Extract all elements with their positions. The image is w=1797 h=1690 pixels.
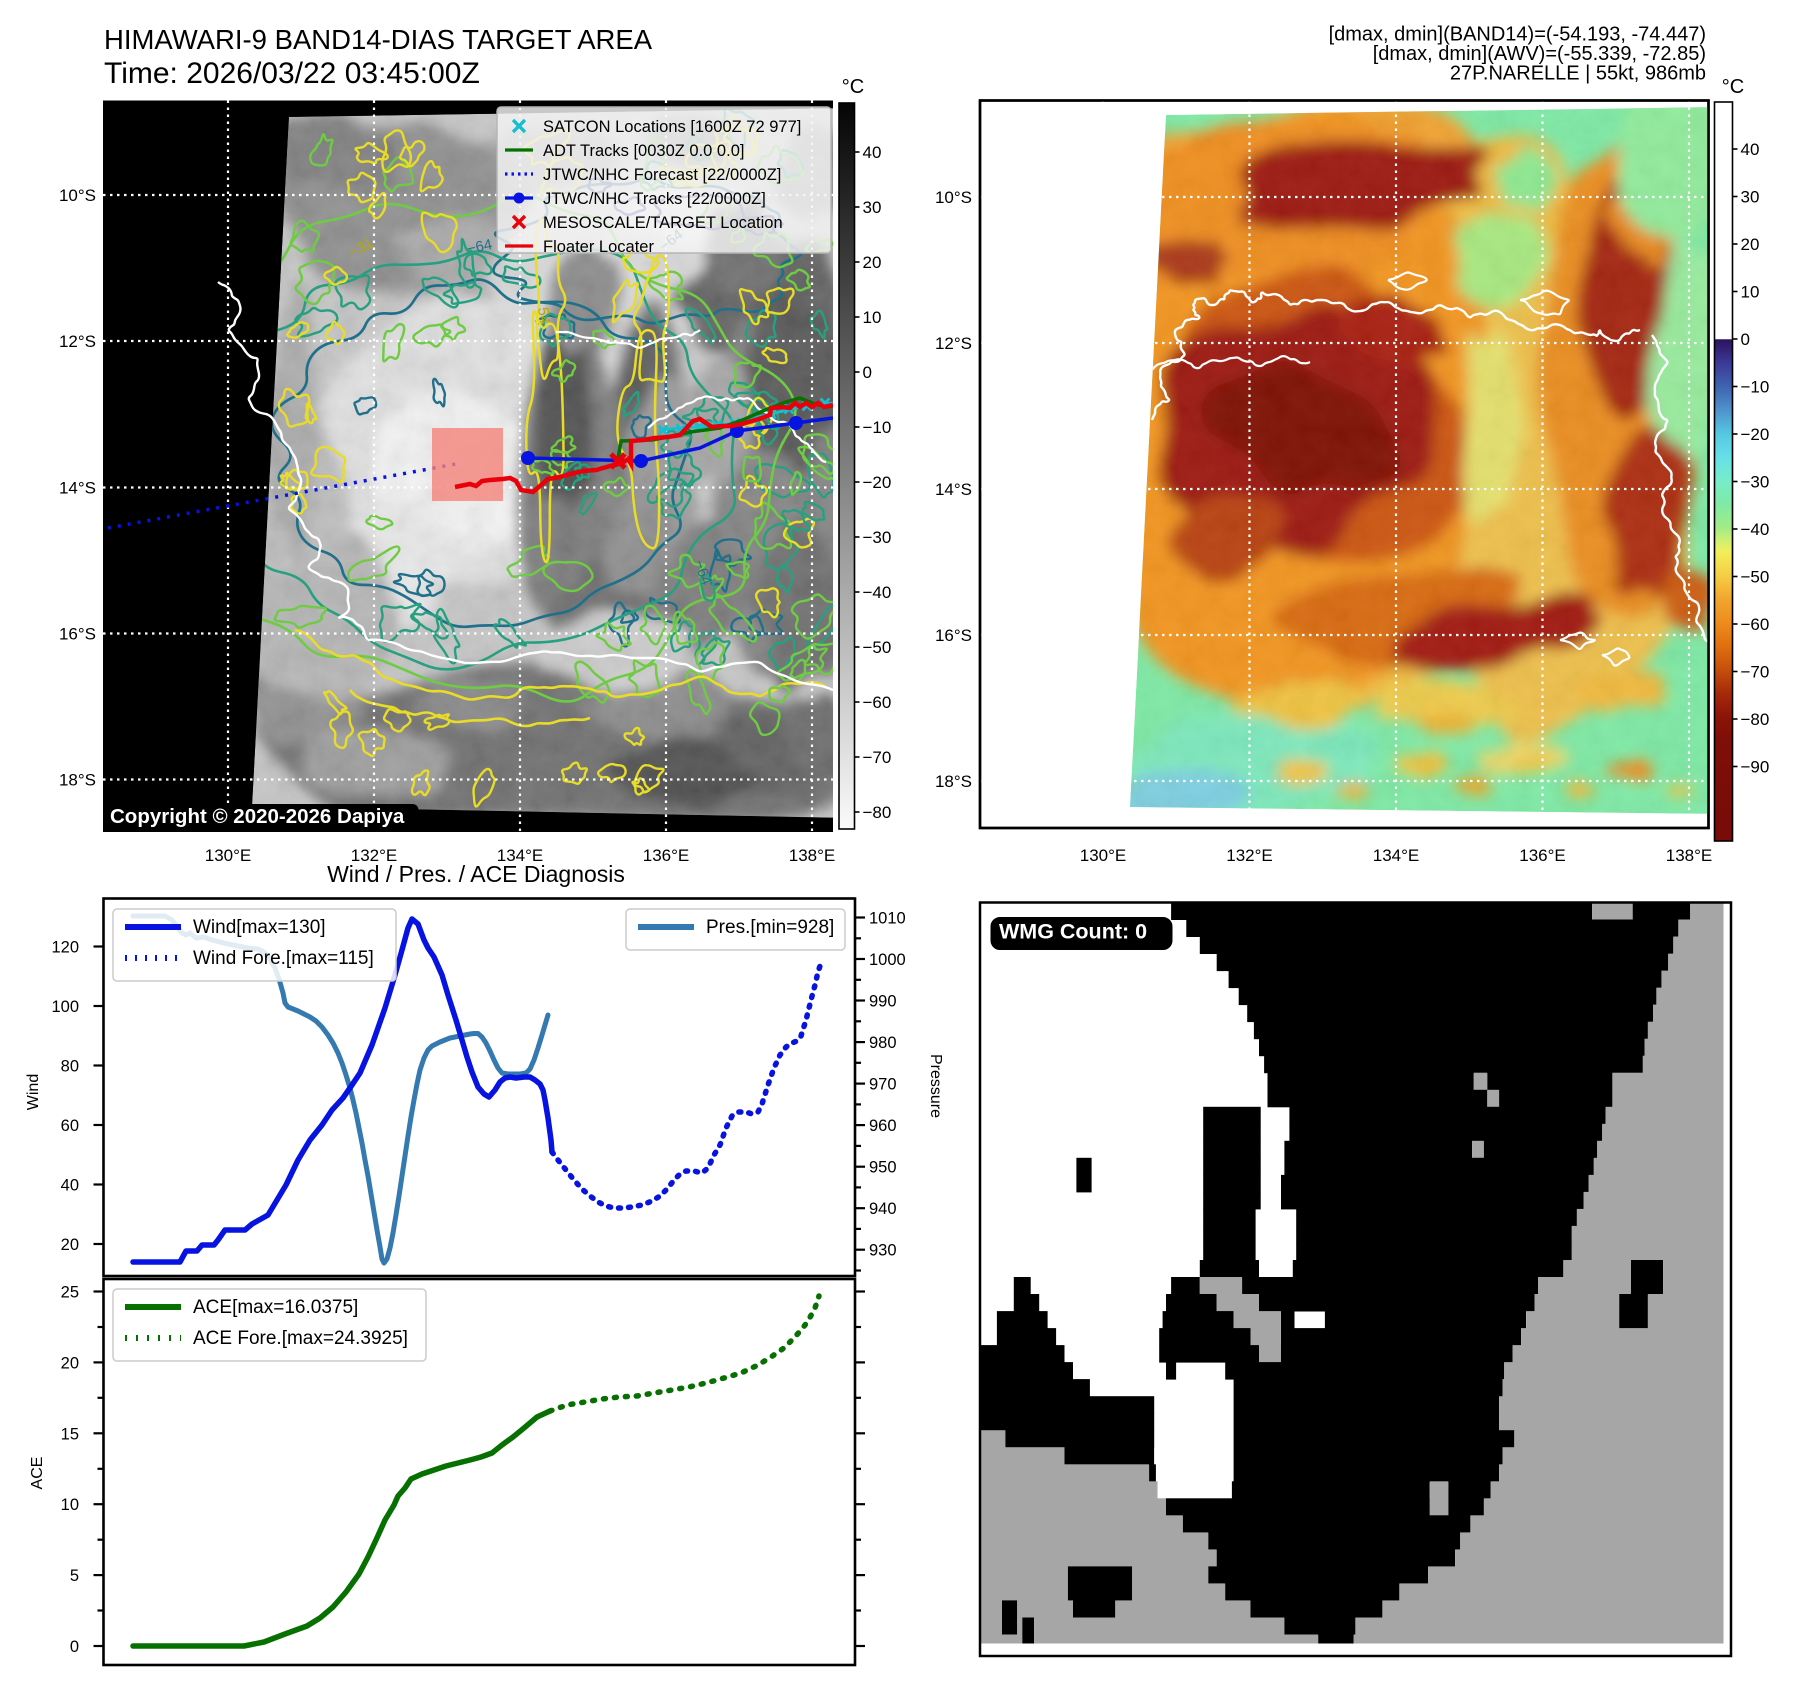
svg-text:WMG Count: 0: WMG Count: 0 xyxy=(999,920,1147,944)
svg-text:970: 970 xyxy=(869,1076,897,1094)
svg-text:−90: −90 xyxy=(1741,758,1770,777)
svg-text:950: 950 xyxy=(869,1159,897,1177)
svg-text:0: 0 xyxy=(1741,330,1750,349)
svg-text:25: 25 xyxy=(61,1284,79,1302)
svg-text:80: 80 xyxy=(61,1058,79,1076)
svg-text:ACE: ACE xyxy=(29,1457,46,1490)
svg-text:14°S: 14°S xyxy=(59,479,96,498)
svg-text:−60: −60 xyxy=(1741,615,1770,634)
svg-text:−80: −80 xyxy=(863,803,892,822)
svg-text:18°S: 18°S xyxy=(935,772,972,791)
svg-text:−10: −10 xyxy=(1741,378,1770,397)
svg-text:30: 30 xyxy=(1741,188,1760,207)
svg-text:120: 120 xyxy=(51,939,79,957)
svg-text:12°S: 12°S xyxy=(935,334,972,353)
svg-text:130°E: 130°E xyxy=(1080,846,1127,865)
svg-text:930: 930 xyxy=(869,1242,897,1260)
svg-text:−30: −30 xyxy=(1741,473,1770,492)
svg-text:Wind Fore.[max=115]: Wind Fore.[max=115] xyxy=(193,948,374,969)
svg-text:990: 990 xyxy=(869,993,897,1011)
svg-text:1010: 1010 xyxy=(869,910,906,928)
svg-text:60: 60 xyxy=(61,1117,79,1135)
svg-text:−70: −70 xyxy=(1741,663,1770,682)
svg-text:−10: −10 xyxy=(863,418,892,437)
svg-text:°C: °C xyxy=(1722,76,1744,98)
svg-text:27P.NARELLE | 55kt, 986mb: 27P.NARELLE | 55kt, 986mb xyxy=(1450,63,1706,85)
svg-text:980: 980 xyxy=(869,1034,897,1052)
svg-text:14°S: 14°S xyxy=(935,480,972,499)
svg-text:JTWC/NHC Tracks [22/0000Z]: JTWC/NHC Tracks [22/0000Z] xyxy=(543,190,766,208)
svg-text:°C: °C xyxy=(842,76,864,98)
svg-text:40: 40 xyxy=(1741,140,1760,159)
svg-text:10: 10 xyxy=(61,1496,79,1514)
svg-text:20: 20 xyxy=(863,253,882,272)
svg-text:Copyright © 2020-2026 Dapiya: Copyright © 2020-2026 Dapiya xyxy=(110,805,405,828)
svg-text:132°E: 132°E xyxy=(351,846,398,865)
svg-text:130°E: 130°E xyxy=(205,846,252,865)
svg-text:−30: −30 xyxy=(863,528,892,547)
svg-text:ADT Tracks [0030Z 0.0 0.0]: ADT Tracks [0030Z 0.0 0.0] xyxy=(543,142,744,160)
svg-text:5: 5 xyxy=(70,1567,79,1585)
svg-text:−20: −20 xyxy=(1741,425,1770,444)
svg-text:30: 30 xyxy=(863,198,882,217)
svg-text:HIMAWARI-9 BAND14-DIAS TARGET: HIMAWARI-9 BAND14-DIAS TARGET AREA xyxy=(104,24,653,55)
svg-text:16°S: 16°S xyxy=(935,626,972,645)
svg-text:10°S: 10°S xyxy=(59,186,96,205)
svg-text:Floater Locater: Floater Locater xyxy=(543,238,654,256)
svg-text:−64: −64 xyxy=(465,236,493,258)
svg-text:16°S: 16°S xyxy=(59,625,96,644)
svg-text:−20: −20 xyxy=(863,473,892,492)
svg-text:−60: −60 xyxy=(863,693,892,712)
svg-text:10: 10 xyxy=(863,308,882,327)
svg-text:40: 40 xyxy=(863,143,882,162)
svg-text:[dmax, dmin](BAND14)=(-54.193,: [dmax, dmin](BAND14)=(-54.193, -74.447) xyxy=(1329,24,1706,46)
svg-text:Pressure: Pressure xyxy=(927,1054,944,1118)
svg-text:136°E: 136°E xyxy=(643,846,690,865)
svg-text:Time: 2026/03/22 03:45:00Z: Time: 2026/03/22 03:45:00Z xyxy=(104,57,480,90)
svg-text:Wind[max=130]: Wind[max=130] xyxy=(193,917,326,938)
svg-text:10: 10 xyxy=(1741,283,1760,302)
svg-text:10°S: 10°S xyxy=(935,188,972,207)
svg-text:940: 940 xyxy=(869,1200,897,1218)
svg-text:960: 960 xyxy=(869,1117,897,1135)
svg-text:20: 20 xyxy=(1741,235,1760,254)
svg-text:ACE[max=16.0375]: ACE[max=16.0375] xyxy=(193,1297,358,1318)
svg-text:132°E: 132°E xyxy=(1226,846,1273,865)
svg-text:134°E: 134°E xyxy=(1373,846,1420,865)
svg-text:138°E: 138°E xyxy=(789,846,836,865)
svg-text:−40: −40 xyxy=(863,583,892,602)
svg-text:1000: 1000 xyxy=(869,951,906,969)
svg-text:134°E: 134°E xyxy=(497,846,544,865)
svg-text:20: 20 xyxy=(61,1236,79,1254)
svg-text:0: 0 xyxy=(70,1638,79,1656)
svg-text:−80: −80 xyxy=(1741,710,1770,729)
svg-text:100: 100 xyxy=(51,998,79,1016)
svg-text:54: 54 xyxy=(534,306,553,325)
svg-text:15: 15 xyxy=(61,1425,79,1443)
svg-text:20: 20 xyxy=(61,1354,79,1372)
svg-text:−50: −50 xyxy=(863,638,892,657)
svg-text:18°S: 18°S xyxy=(59,771,96,790)
svg-text:12°S: 12°S xyxy=(59,332,96,351)
svg-text:ACE Fore.[max=24.3925]: ACE Fore.[max=24.3925] xyxy=(193,1328,408,1349)
svg-text:−40: −40 xyxy=(1741,520,1770,539)
svg-text:40: 40 xyxy=(61,1177,79,1195)
svg-text:138°E: 138°E xyxy=(1666,846,1713,865)
svg-text:−70: −70 xyxy=(863,748,892,767)
svg-text:MESOSCALE/TARGET Location: MESOSCALE/TARGET Location xyxy=(543,214,783,232)
svg-text:0: 0 xyxy=(863,363,872,382)
svg-text:136°E: 136°E xyxy=(1519,846,1566,865)
svg-text:JTWC/NHC Forecast [22/0000Z]: JTWC/NHC Forecast [22/0000Z] xyxy=(543,166,781,184)
svg-text:Pres.[min=928]: Pres.[min=928] xyxy=(706,917,834,938)
svg-text:Wind / Pres. / ACE Diagnosis: Wind / Pres. / ACE Diagnosis xyxy=(327,861,625,887)
svg-text:Wind: Wind xyxy=(25,1074,42,1110)
svg-text:−50: −50 xyxy=(1741,568,1770,587)
svg-text:[dmax, dmin](AWV)=(-55.339, -7: [dmax, dmin](AWV)=(-55.339, -72.85) xyxy=(1373,43,1706,65)
svg-text:SATCON Locations [1600Z 72 977: SATCON Locations [1600Z 72 977] xyxy=(543,118,801,136)
